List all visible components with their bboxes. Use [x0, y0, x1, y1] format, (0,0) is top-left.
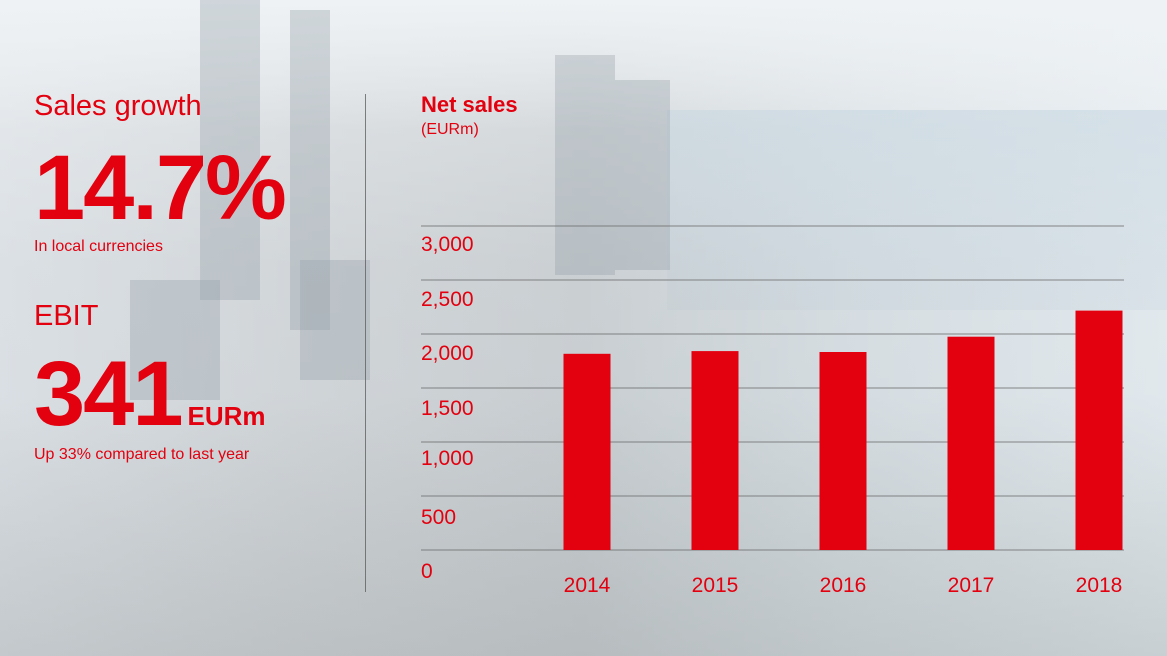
x-tick-label: 2016 — [820, 574, 867, 597]
building — [615, 80, 670, 270]
building — [290, 10, 330, 330]
ebit-note: Up 33% compared to last year — [34, 446, 250, 463]
bay-water — [667, 110, 1167, 310]
divider-line — [365, 94, 366, 592]
bar — [1075, 310, 1123, 550]
building — [555, 55, 615, 275]
ebit-label: EBIT — [34, 300, 99, 332]
y-tick-label: 500 — [421, 506, 456, 529]
y-tick-label: 1,500 — [421, 397, 474, 420]
bar — [691, 351, 739, 550]
y-tick-label: 3,000 — [421, 233, 474, 256]
bar — [563, 353, 611, 550]
y-tick-label: 1,000 — [421, 447, 474, 470]
ebit-value: 341 — [34, 343, 183, 445]
x-tick-label: 2015 — [692, 574, 739, 597]
building — [300, 260, 370, 380]
x-tick-label: 2017 — [948, 574, 995, 597]
chart-title: Net sales — [421, 92, 518, 117]
chart-subtitle: (EURm) — [421, 121, 479, 138]
x-tick-label: 2018 — [1076, 574, 1123, 597]
y-tick-label: 2,000 — [421, 342, 474, 365]
building — [200, 0, 260, 300]
bar — [947, 336, 995, 550]
y-tick-label: 0 — [421, 560, 433, 583]
sales-growth-label: Sales growth — [34, 90, 202, 122]
bar — [819, 352, 867, 550]
y-tick-label: 2,500 — [421, 288, 474, 311]
x-tick-label: 2014 — [564, 574, 611, 597]
ebit-value-row: 341 EURm — [34, 348, 266, 440]
sales-growth-note: In local currencies — [34, 238, 163, 255]
sales-growth-value: 14.7% — [34, 137, 287, 239]
sky — [0, 0, 1167, 130]
building — [130, 280, 220, 400]
ebit-unit: EURm — [187, 401, 266, 431]
